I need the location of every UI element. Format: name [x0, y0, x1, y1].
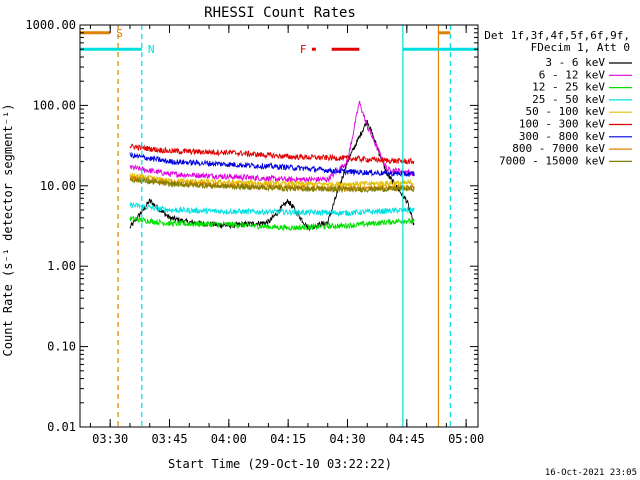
legend-label-1: 3 - 6 keV [545, 56, 605, 69]
plot-area: S N F [80, 25, 478, 427]
series-line-3 [129, 215, 415, 232]
y-tick-label-4: 1.00 [47, 259, 76, 273]
series-line-6 [129, 143, 415, 165]
y-tick-label-3: 10.00 [40, 179, 76, 193]
series-line-9 [129, 176, 415, 194]
axes: 1000.00 100.00 10.00 1.00 0.10 0.01 03:30 03:45… [25, 18, 484, 446]
legend-label-7: 300 - 800 keV [519, 130, 605, 143]
legend-label-9: 7000 - 15000 keV [499, 154, 605, 167]
x-tick-label-2: 03:45 [151, 432, 187, 446]
legend-label-6: 100 - 300 keV [519, 118, 605, 131]
plot-frame [79, 24, 479, 428]
y-tick-label-6: 0.01 [47, 420, 76, 434]
legend-header-line-1: Det 1f,3f,4f,5f,6f,9f, [484, 29, 630, 42]
x-tick-label-6: 04:45 [389, 432, 425, 446]
x-tick-label-3: 04:00 [211, 432, 247, 446]
y-axis-label: Count Rate (s⁻¹ detector segment⁻¹) [1, 104, 15, 357]
legend-label-3: 12 - 25 keV [532, 81, 605, 94]
footer-timestamp: 16-Oct-2021 23:05 [545, 468, 637, 478]
x-tick-label-1: 03:30 [92, 432, 128, 446]
legend-header-line-2: FDecim 1, Att 0 [531, 41, 630, 54]
legend-label-2: 6 - 12 keV [539, 68, 606, 81]
series-line-7 [129, 151, 415, 178]
flag-label-S: S [116, 27, 123, 40]
x-tick-label-7: 05:00 [448, 432, 484, 446]
legend-label-5: 50 - 100 keV [526, 105, 606, 118]
legend-label-4: 25 - 50 keV [532, 93, 605, 106]
legend: Det 1f,3f,4f,5f,6f,9f,FDecim 1, Att 0 3 -… [484, 29, 632, 167]
y-tick-label-1: 1000.00 [25, 18, 76, 32]
legend-label-8: 800 - 7000 keV [512, 142, 605, 155]
x-tick-label-4: 04:15 [270, 432, 306, 446]
series-line-2 [129, 100, 415, 184]
x-tick-label-5: 04:30 [329, 432, 365, 446]
flag-label-F: F [300, 43, 307, 56]
x-axis-label: Start Time (29-Oct-10 03:22:22) [168, 457, 392, 471]
chart-title: RHESSI Count Rates [204, 5, 356, 21]
flag-label-N: N [148, 43, 155, 56]
series-line-4 [129, 201, 415, 218]
y-tick-label-5: 0.10 [47, 340, 76, 354]
y-tick-label-2: 100.00 [33, 98, 76, 112]
